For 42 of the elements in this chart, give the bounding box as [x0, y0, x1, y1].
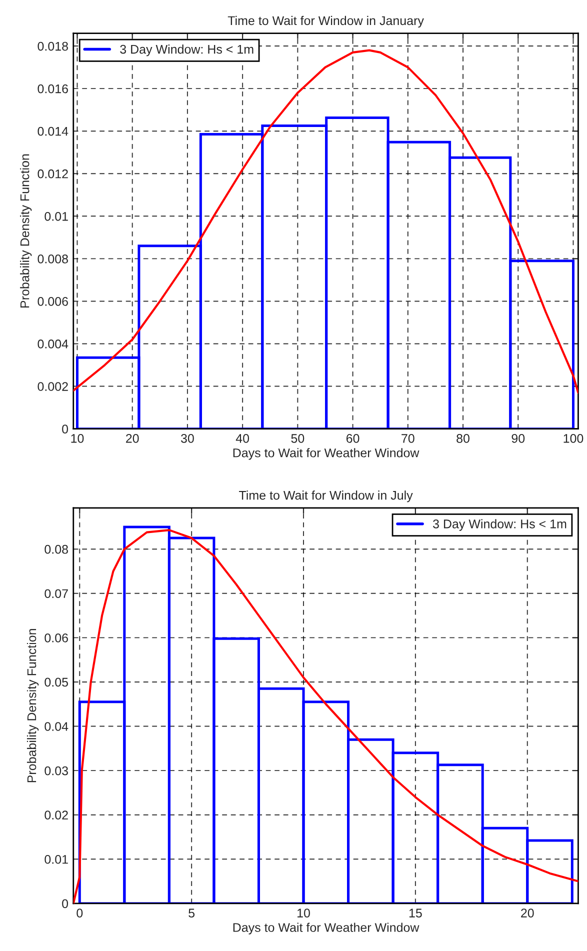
x-tick-label: 15 — [409, 908, 422, 918]
y-tick-label: 0.01 — [44, 212, 68, 221]
chart-title: Time to Wait for Window in July — [239, 490, 413, 502]
x-tick-label: 0 — [76, 908, 83, 918]
x-tick-label: 90 — [512, 434, 525, 443]
x-axis-title: Days to Wait for Weather Window — [233, 448, 420, 460]
y-tick-label: 0.002 — [38, 382, 68, 391]
y-tick-label: 0.07 — [44, 589, 68, 598]
x-tick-label: 10 — [71, 434, 84, 443]
x-tick-label: 5 — [188, 908, 195, 918]
y-tick-label: 0.01 — [44, 854, 68, 864]
x-axis-title: Days to Wait for Weather Window — [233, 922, 420, 934]
y-axis-title: Probability Density Function — [26, 629, 39, 782]
x-tick-label: 40 — [236, 434, 250, 443]
y-tick-label: 0.012 — [38, 169, 68, 178]
y-axis-title: Probability Density Function — [20, 154, 32, 308]
x-tick-label: 100 — [564, 434, 584, 443]
y-tick-label: 0.014 — [38, 126, 68, 136]
x-tick-label: 20 — [521, 908, 534, 918]
y-tick-label: 0.03 — [44, 766, 68, 776]
y-tick-label: 0.004 — [38, 340, 68, 348]
chart-title: Time to Wait for Window in January — [228, 16, 424, 28]
x-tick-label: 80 — [456, 434, 470, 443]
x-tick-label: 10 — [298, 908, 310, 918]
y-tick-label: 0.016 — [38, 84, 68, 94]
legend-label: 3 Day Window: Hs < 1m — [433, 519, 566, 531]
y-tick-label: 0.05 — [44, 678, 68, 687]
y-tick-label: 0 — [62, 424, 68, 434]
y-tick-label: 0.008 — [38, 254, 68, 264]
y-tick-label: 0.006 — [38, 297, 68, 306]
x-tick-label: 70 — [402, 434, 414, 443]
x-tick-label: 30 — [180, 434, 194, 443]
y-tick-label: 0 — [62, 899, 68, 908]
y-tick-label: 0.018 — [38, 42, 68, 51]
y-tick-label: 0.04 — [44, 722, 68, 731]
x-tick-label: 20 — [126, 434, 139, 443]
x-tick-label: 50 — [291, 434, 304, 443]
y-tick-label: 0.08 — [44, 544, 68, 554]
x-tick-label: 60 — [346, 434, 360, 443]
y-tick-label: 0.02 — [44, 810, 68, 820]
legend-label: 3 Day Window: Hs < 1m — [120, 44, 254, 56]
y-tick-label: 0.06 — [44, 633, 68, 642]
